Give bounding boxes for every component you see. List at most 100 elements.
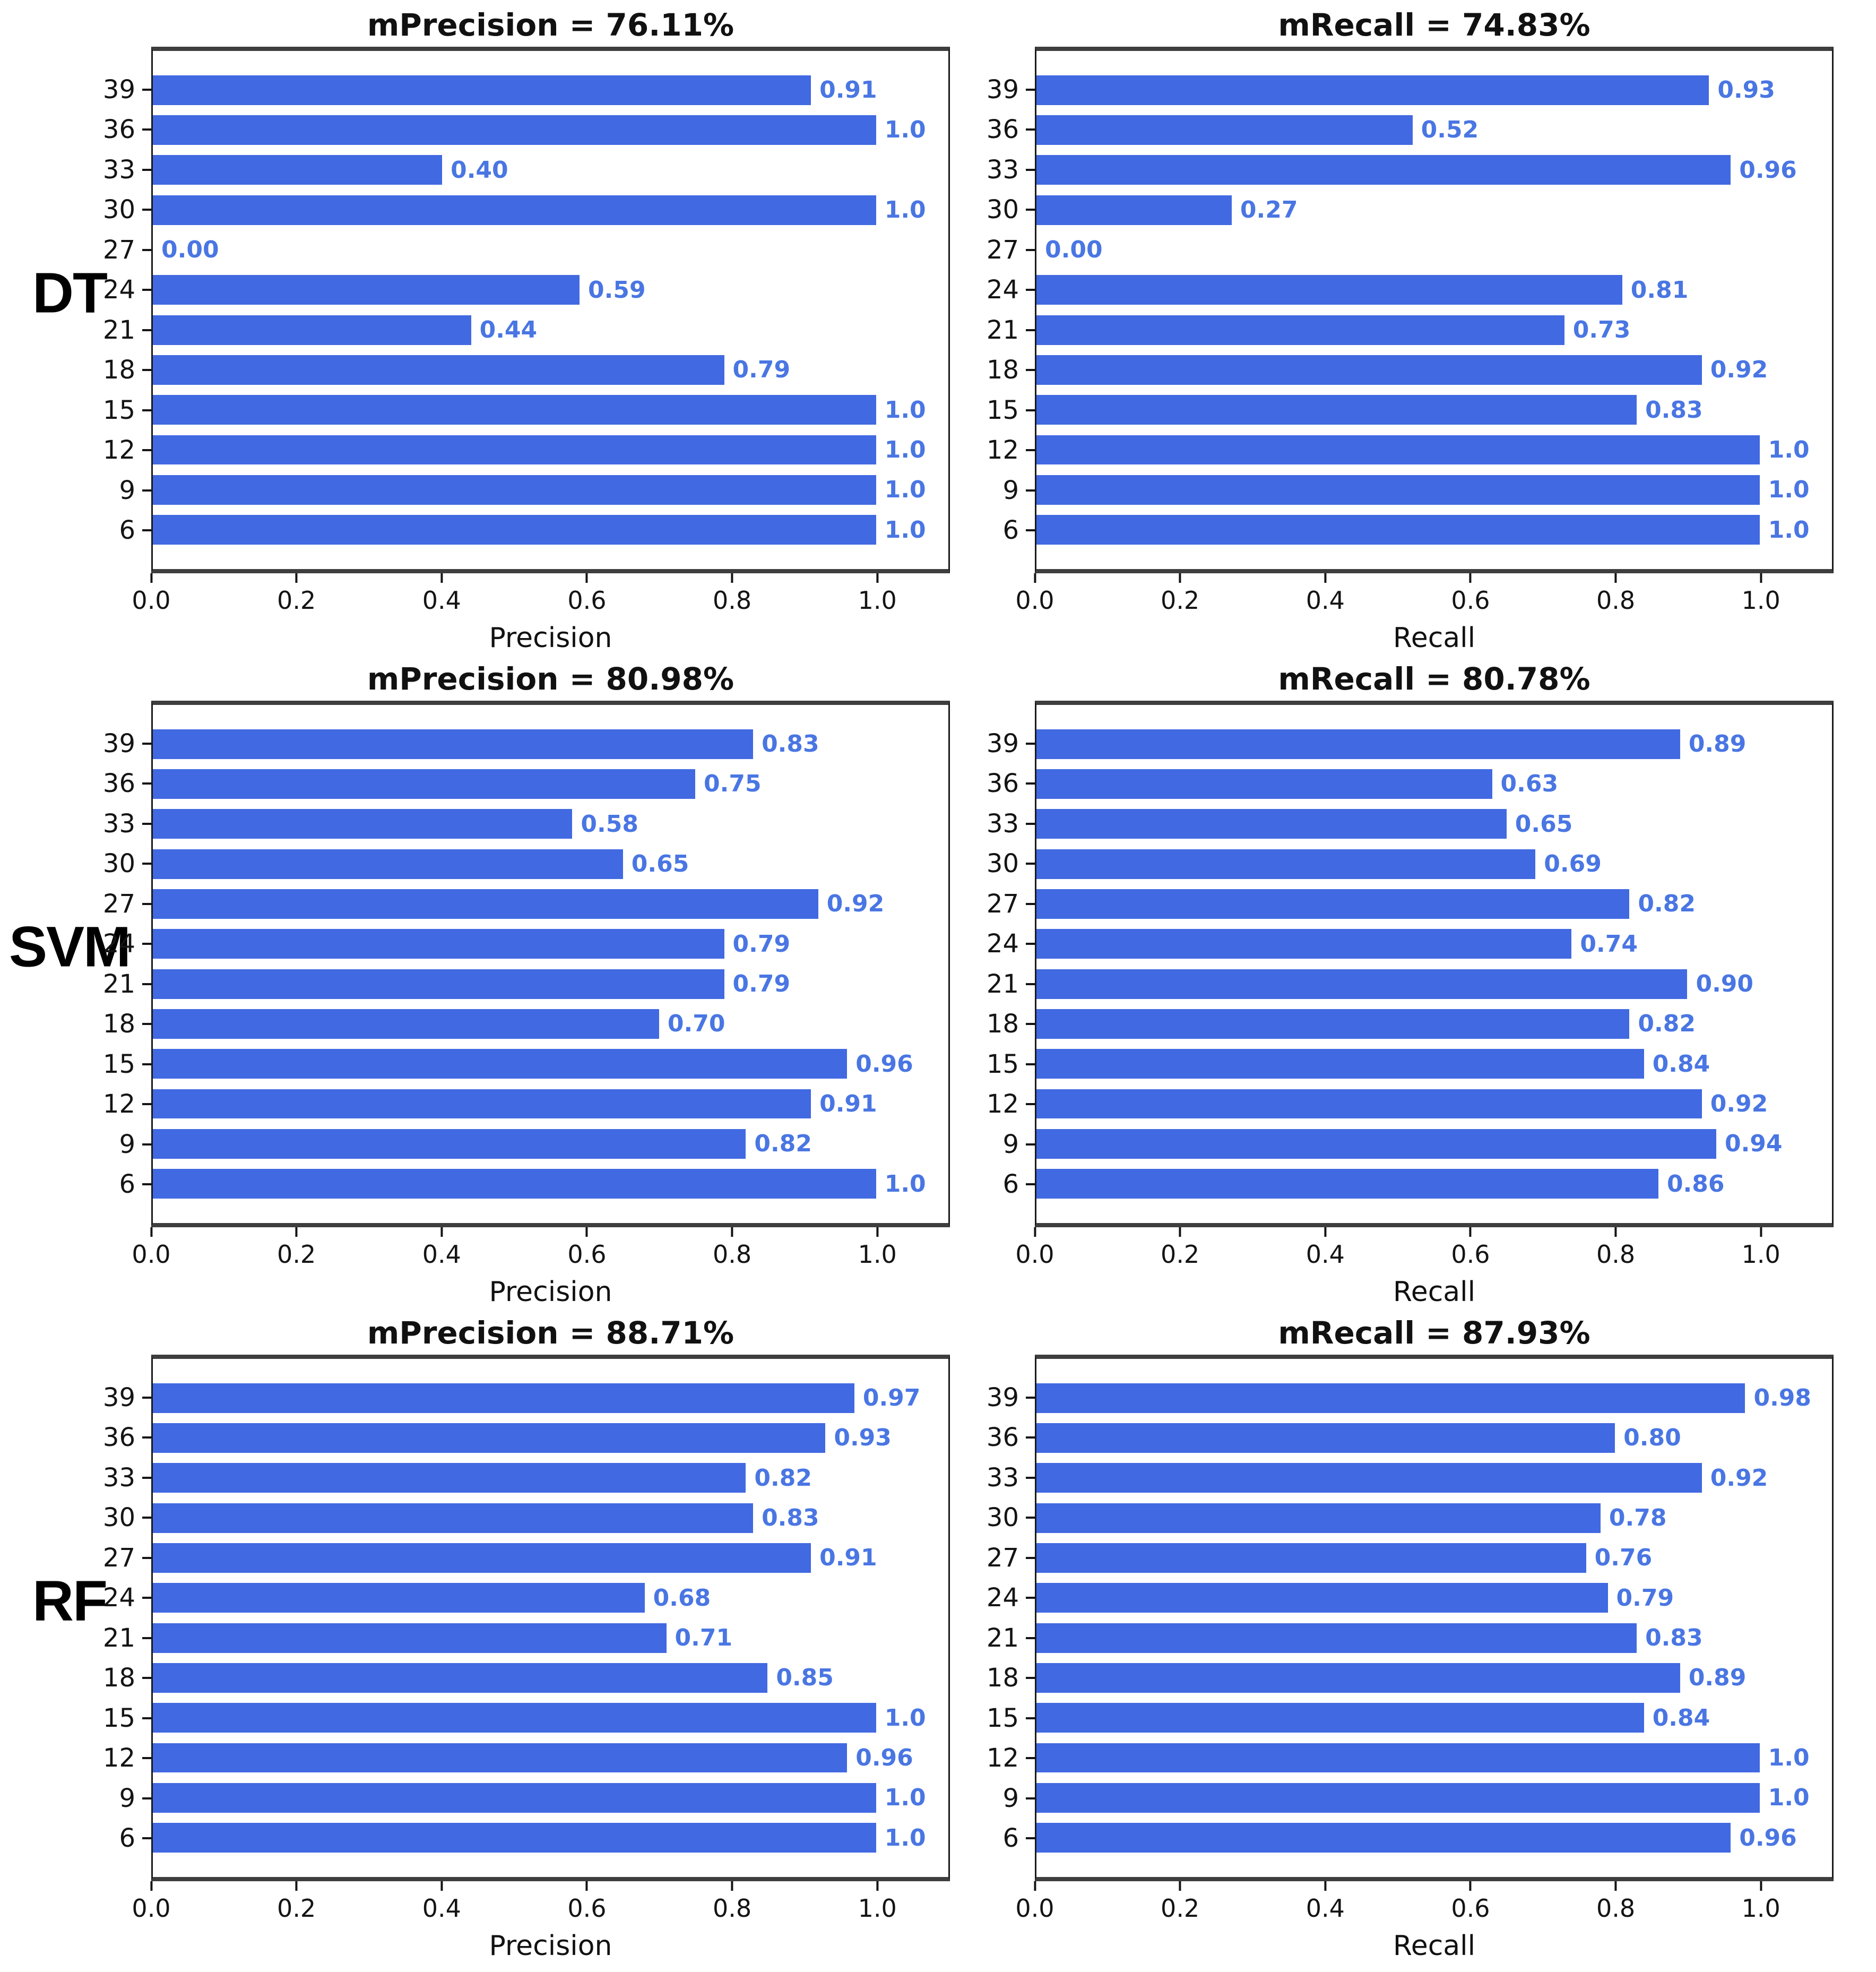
bar-row: 0.65 [153, 844, 948, 884]
bar-value-label: 1.0 [884, 516, 926, 544]
y-tick-label: 24 [986, 1583, 1019, 1613]
x-tick-mark [295, 573, 298, 583]
x-tick-mark [1324, 573, 1327, 583]
y-tick-label: 18 [986, 1009, 1019, 1039]
bar-value-label: 0.82 [754, 1130, 812, 1158]
bar-row: 0.91 [153, 1084, 948, 1124]
model-label: RF [32, 1568, 108, 1633]
x-tick-mark [1034, 1227, 1036, 1237]
bar-value-label: 0.68 [653, 1584, 711, 1612]
y-tick-label: 24 [102, 929, 135, 959]
bar [153, 1049, 848, 1079]
x-tick-label: 0.2 [277, 1240, 316, 1269]
y-tick-row: 12 [96, 1084, 151, 1125]
bar-row: 0.98 [1036, 1378, 1832, 1418]
bar-row: 0.86 [1036, 1164, 1832, 1204]
y-tick-mark [1026, 489, 1035, 492]
y-tick-label: 15 [986, 395, 1019, 425]
y-tick-row: 12 [979, 1738, 1035, 1779]
y-tick-label: 12 [986, 1089, 1019, 1120]
x-tick-label: 0.8 [712, 1894, 752, 1923]
bar-value-label: 0.96 [1739, 156, 1797, 184]
chart-dt-recall: mRecall = 74.83% 39 36 33 30 27 24 21 18 15 12 9 6 0.… [979, 3, 1834, 657]
model-label: SVM [8, 914, 131, 979]
x-tick-mark [440, 1881, 443, 1891]
y-tick-mark [142, 1556, 151, 1559]
y-tick-label: 12 [102, 1743, 135, 1773]
bar-row: 0.93 [1036, 70, 1832, 110]
x-tick-label: 1.0 [858, 1894, 897, 1923]
plot-box: 0.97 0.93 0.82 0.83 0.91 0.68 0.71 0.85 1.0 0.96 1… [151, 1355, 950, 1881]
x-tick-mark [585, 1881, 588, 1891]
y-tick-label: 39 [986, 728, 1019, 759]
bar [153, 1783, 876, 1813]
bar-row: 0.91 [153, 1538, 948, 1578]
bar [153, 475, 876, 505]
bar-value-label: 0.86 [1666, 1170, 1725, 1198]
bar [153, 75, 811, 105]
y-tick-row: 6 [979, 1165, 1035, 1205]
bar-row: 0.00 [1036, 230, 1832, 270]
y-tick-mark [1026, 1556, 1035, 1559]
bar-row: 1.0 [153, 390, 948, 430]
bar-row: 0.79 [153, 350, 948, 390]
y-tick-mark [1026, 1637, 1035, 1639]
bar-row: 1.0 [153, 1818, 948, 1858]
y-tick-label: 18 [102, 355, 135, 385]
y-tick-mark [142, 529, 151, 532]
y-tick-mark [142, 1757, 151, 1760]
bar-row: 0.89 [1036, 1658, 1832, 1698]
y-tick-mark [142, 1103, 151, 1106]
bar [153, 929, 724, 959]
y-tick-mark [142, 489, 151, 492]
y-tick-label: 27 [986, 1543, 1019, 1573]
y-tick-row: 30 [96, 1498, 151, 1538]
bar [153, 1583, 645, 1613]
bar [153, 1823, 876, 1853]
y-tick-label: 9 [119, 475, 135, 505]
bar-row: 0.93 [153, 1418, 948, 1458]
bar-value-label: 0.70 [667, 1010, 725, 1038]
bar-value-label: 1.0 [1768, 476, 1810, 504]
x-tick-mark [1614, 573, 1617, 583]
y-tick-row: 36 [979, 110, 1035, 150]
bar-row: 0.94 [1036, 1124, 1832, 1164]
bar [1036, 475, 1760, 505]
bar-row: 0.78 [1036, 1498, 1832, 1538]
bar [1036, 729, 1680, 759]
bar-value-label: 0.80 [1623, 1424, 1681, 1452]
x-tick-mark [1179, 1227, 1181, 1237]
bar [153, 1383, 854, 1413]
x-tick: 0.4 [1306, 573, 1345, 615]
y-tick-label: 12 [102, 1089, 135, 1120]
bar [1036, 195, 1232, 225]
y-tick-label: 30 [986, 1503, 1019, 1533]
y-tick-row: 27 [96, 884, 151, 924]
x-tick-mark [1614, 1227, 1617, 1237]
y-tick-row: 33 [96, 1458, 151, 1498]
y-tick-label: 24 [102, 275, 135, 305]
y-tick-label: 18 [986, 1663, 1019, 1693]
bar-value-label: 0.83 [762, 1504, 819, 1532]
bar-row: 0.96 [153, 1738, 948, 1778]
bar-value-label: 0.00 [1045, 236, 1103, 264]
bar-value-label: 1.0 [884, 1704, 926, 1732]
x-tick: 0.6 [1451, 1227, 1490, 1269]
x-tick-label: 0.4 [422, 1894, 461, 1923]
bar-value-label: 0.58 [581, 810, 638, 838]
y-tick-mark [142, 742, 151, 745]
y-tick-mark [142, 289, 151, 291]
x-tick: 0.2 [277, 1227, 316, 1269]
y-tick-mark [1026, 1597, 1035, 1599]
x-tick-label: 0.4 [1306, 586, 1345, 615]
plot-box: 0.93 0.52 0.96 0.27 0.00 0.81 0.73 0.92 0.83 1.0 1… [1035, 47, 1834, 573]
bar [153, 195, 876, 225]
x-tick-mark [1760, 573, 1762, 583]
y-tick-mark [142, 1837, 151, 1840]
y-tick-mark [1026, 289, 1035, 291]
x-tick-label: 0.6 [1451, 586, 1490, 615]
chart-svm-precision: mPrecision = 80.98% 39 36 33 30 27 24 21 18 15 12 9… [96, 657, 950, 1311]
chart-rf-precision: mPrecision = 88.71% 39 36 33 30 27 24 21 18 15 12 9… [96, 1311, 950, 1965]
x-tick: 0.4 [422, 573, 461, 615]
